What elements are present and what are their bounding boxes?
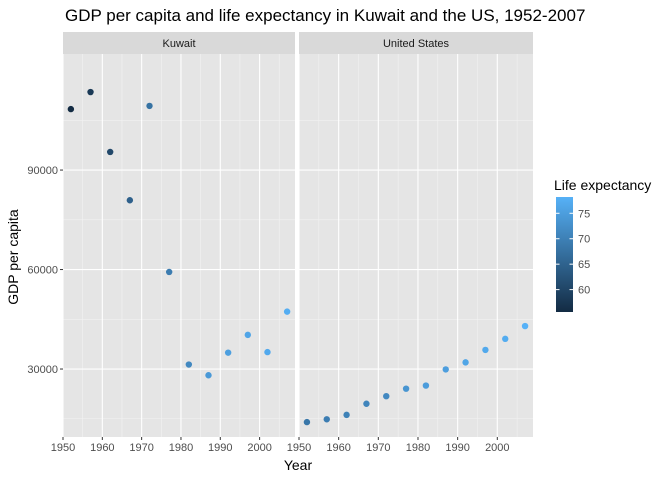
facet-strip [63,32,295,54]
data-point-united-states [482,346,489,354]
legend-colorbar [556,197,573,312]
data-point-kuwait [185,361,193,368]
data-point-united-states [323,416,330,423]
data-point-united-states [422,382,430,389]
data-point-united-states [343,411,350,419]
data-point-united-states [363,400,370,407]
facet-panel-united-states: United States [298,32,533,437]
y-tick-label: 30000 [27,364,58,376]
legend-label: 65 [578,259,590,271]
y-tick-label: 90000 [27,165,58,177]
x-tick-label: 1980 [169,442,193,454]
data-point-kuwait [146,102,153,110]
x-tick-label: 2000 [485,442,509,454]
facet-strip [299,32,533,54]
facet-label: United States [383,38,450,50]
data-point-united-states [502,335,509,343]
data-point-kuwait [165,268,173,276]
x-tick-label: 1950 [287,442,311,454]
x-axis: 1950 1960 1970 1980 1990 2000 1950 1960 1970 1980… [51,437,510,454]
facet-panel-kuwait: Kuwait [62,32,295,437]
x-tick-label: 1980 [406,442,430,454]
legend-title: Life expectancy [554,177,651,193]
x-tick-label: 1970 [366,442,390,454]
y-axis-title: GDP per capita [5,209,21,305]
data-point-kuwait [264,348,271,356]
data-point-kuwait [67,105,75,113]
x-tick-label: 1960 [326,442,350,454]
data-point-kuwait [126,197,134,204]
data-point-kuwait [87,88,94,96]
legend-label: 75 [578,208,590,220]
y-tick-label: 60000 [27,265,58,277]
data-point-united-states [402,385,410,392]
x-axis-title: Year [284,457,313,473]
x-tick-label: 1990 [445,442,469,454]
data-point-united-states [521,322,529,330]
data-point-kuwait [244,331,252,339]
legend-label: 60 [578,285,590,297]
data-point-united-states [462,359,469,366]
data-point-kuwait [106,148,114,156]
data-point-united-states [303,418,311,426]
data-point-kuwait [224,349,232,356]
plot-panel [63,54,295,437]
data-point-united-states [442,366,449,373]
facet-label: Kuwait [162,38,195,50]
data-point-kuwait [283,308,291,315]
y-axis: 30000 60000 90000 [27,165,63,376]
chart-title: GDP per capita and life expectancy in Ku… [65,6,585,25]
legend-label: 70 [578,234,590,246]
data-point-kuwait [205,372,212,379]
x-tick-label: 1950 [51,442,75,454]
x-tick-label: 1990 [208,442,232,454]
x-tick-label: 1960 [90,442,114,454]
x-tick-label: 2000 [247,442,271,454]
legend: Life expectancy 60 65 70 75 [554,177,651,312]
data-point-united-states [383,392,390,400]
x-tick-label: 1970 [129,442,153,454]
plot-panel [299,54,533,437]
